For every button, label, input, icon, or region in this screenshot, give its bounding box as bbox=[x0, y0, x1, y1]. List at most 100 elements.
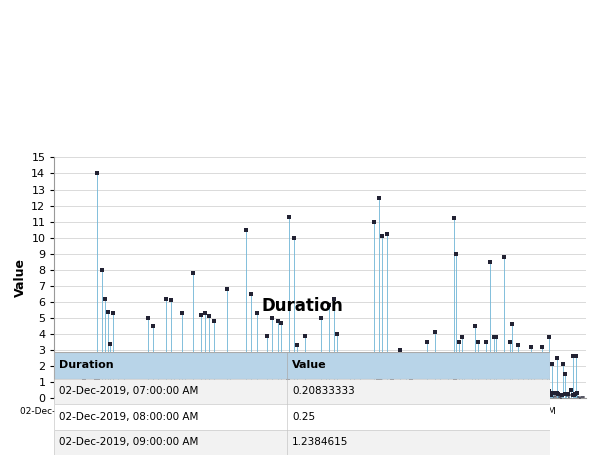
Point bbox=[437, 390, 446, 398]
Point bbox=[361, 390, 371, 398]
Point bbox=[485, 258, 495, 265]
Point bbox=[175, 356, 184, 363]
Point bbox=[443, 390, 452, 398]
Point bbox=[543, 390, 553, 397]
Point bbox=[250, 394, 260, 401]
Point bbox=[347, 393, 356, 400]
Point bbox=[528, 390, 538, 397]
Point bbox=[57, 394, 67, 401]
Point bbox=[460, 370, 469, 378]
Point bbox=[125, 392, 135, 400]
Point bbox=[242, 379, 252, 387]
Point bbox=[522, 393, 532, 400]
Point bbox=[555, 394, 565, 401]
Point bbox=[70, 393, 80, 400]
Point bbox=[501, 394, 511, 401]
Point bbox=[530, 394, 540, 401]
Point bbox=[176, 390, 185, 397]
Text: 0.20833333: 0.20833333 bbox=[292, 387, 355, 396]
Point bbox=[315, 386, 324, 394]
Point bbox=[486, 382, 496, 390]
Point bbox=[148, 322, 158, 330]
Point bbox=[241, 226, 251, 233]
Point bbox=[575, 394, 585, 401]
Point bbox=[199, 393, 208, 400]
Point bbox=[522, 390, 532, 398]
Point bbox=[251, 387, 260, 394]
Point bbox=[282, 388, 292, 395]
Point bbox=[77, 394, 87, 401]
Point bbox=[57, 394, 66, 401]
Point bbox=[218, 393, 228, 400]
Point bbox=[521, 389, 530, 397]
Point bbox=[95, 393, 105, 400]
Point bbox=[487, 394, 496, 401]
Point bbox=[541, 391, 551, 398]
Point bbox=[130, 388, 140, 395]
Point bbox=[197, 386, 207, 394]
Point bbox=[552, 389, 562, 397]
Point bbox=[433, 394, 443, 401]
Point bbox=[108, 309, 118, 317]
Text: 02-Dec-2019, 09:00:00 AM: 02-Dec-2019, 09:00:00 AM bbox=[59, 438, 199, 447]
Point bbox=[323, 387, 332, 394]
Point bbox=[303, 390, 313, 397]
Point bbox=[335, 391, 345, 399]
Point bbox=[326, 393, 335, 400]
Point bbox=[422, 389, 431, 397]
Point bbox=[169, 357, 179, 365]
Point bbox=[369, 218, 379, 225]
Point bbox=[221, 393, 231, 400]
Point bbox=[345, 370, 355, 378]
Point bbox=[553, 354, 562, 362]
Point bbox=[71, 393, 80, 400]
Point bbox=[390, 393, 399, 400]
Point bbox=[507, 388, 516, 395]
FancyBboxPatch shape bbox=[54, 379, 550, 404]
Point bbox=[123, 394, 133, 401]
Text: 02-Dec-2019, 07:00:00 AM: 02-Dec-2019, 07:00:00 AM bbox=[59, 387, 199, 396]
Point bbox=[496, 392, 506, 399]
Point bbox=[505, 338, 515, 346]
Point bbox=[178, 309, 187, 317]
Point bbox=[185, 394, 195, 401]
Point bbox=[504, 389, 513, 397]
Point bbox=[568, 353, 578, 360]
Point bbox=[384, 390, 394, 398]
Point bbox=[182, 392, 191, 400]
Text: Duration: Duration bbox=[261, 297, 343, 314]
Point bbox=[561, 370, 570, 378]
Point bbox=[562, 390, 571, 398]
Point bbox=[451, 382, 460, 390]
Point bbox=[539, 394, 549, 401]
Point bbox=[240, 379, 250, 387]
Point bbox=[237, 394, 247, 401]
Point bbox=[243, 392, 252, 400]
Point bbox=[311, 391, 321, 398]
Point bbox=[104, 387, 114, 394]
Point bbox=[382, 231, 392, 238]
Point bbox=[326, 394, 336, 401]
Point bbox=[288, 381, 298, 388]
Point bbox=[174, 390, 184, 398]
Point bbox=[79, 375, 88, 382]
Point bbox=[387, 392, 396, 399]
Point bbox=[74, 394, 83, 401]
Point bbox=[301, 388, 310, 396]
Point bbox=[198, 391, 207, 399]
Point bbox=[187, 384, 197, 392]
Point bbox=[512, 390, 521, 397]
Point bbox=[449, 215, 458, 222]
Point bbox=[480, 389, 490, 396]
Point bbox=[277, 388, 286, 396]
Point bbox=[511, 393, 521, 400]
Point bbox=[352, 391, 362, 399]
Point bbox=[518, 357, 528, 365]
Point bbox=[557, 391, 567, 399]
Point bbox=[471, 388, 481, 395]
Point bbox=[524, 390, 534, 397]
Point bbox=[269, 394, 278, 401]
Point bbox=[208, 387, 218, 394]
Point bbox=[59, 394, 68, 401]
Point bbox=[574, 394, 583, 401]
